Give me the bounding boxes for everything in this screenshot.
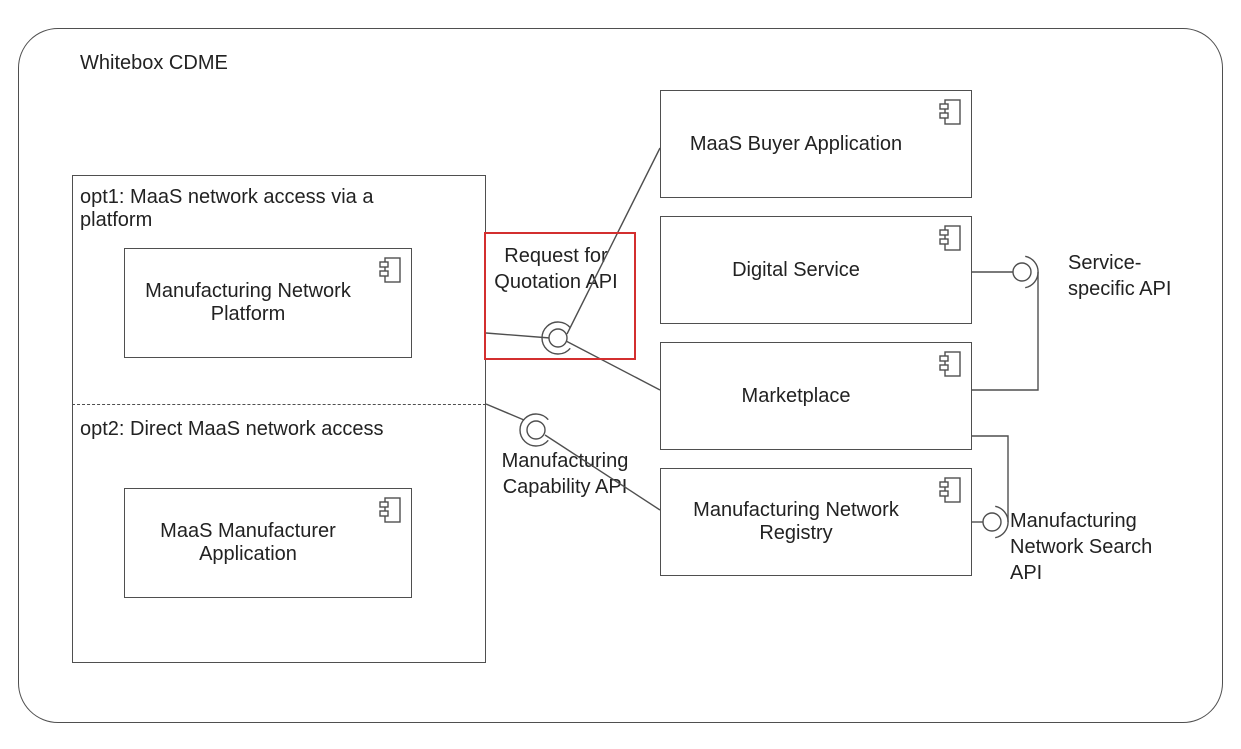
service-specific-api-label: Service-specific API: [1068, 250, 1178, 302]
component-label: Marketplace: [742, 385, 851, 408]
component-label: MaaS Buyer Application: [690, 133, 902, 156]
rfq-api-label: Request for Quotation API: [492, 243, 620, 295]
component-maas-manufacturer-app: MaaS Manufacturer Application: [124, 488, 412, 598]
diagram-title: Whitebox CDME: [80, 52, 228, 75]
component-icon: [379, 497, 401, 523]
component-icon: [379, 257, 401, 283]
component-digital-service: Digital Service: [660, 216, 972, 324]
component-maas-buyer-app: MaaS Buyer Application: [660, 90, 972, 198]
component-icon: [939, 225, 961, 251]
component-label: Manufacturing Network Platform: [135, 280, 361, 326]
mfg-cap-api-label: Manufacturing Capability API: [490, 448, 640, 500]
component-label: Digital Service: [732, 259, 860, 282]
component-icon: [939, 99, 961, 125]
component-icon: [939, 477, 961, 503]
options-divider: [72, 404, 486, 405]
component-mfg-network-platform: Manufacturing Network Platform: [124, 248, 412, 358]
mfg-network-search-api-label: Manufacturing Network Search API: [1010, 508, 1170, 586]
component-icon: [939, 351, 961, 377]
component-label: MaaS Manufacturer Application: [135, 520, 361, 566]
component-marketplace: Marketplace: [660, 342, 972, 450]
option1-label: opt1: MaaS network access via a platform: [80, 186, 420, 232]
component-mfg-network-registry: Manufacturing Network Registry: [660, 468, 972, 576]
option2-label: opt2: Direct MaaS network access: [80, 418, 383, 441]
component-label: Manufacturing Network Registry: [671, 499, 921, 545]
